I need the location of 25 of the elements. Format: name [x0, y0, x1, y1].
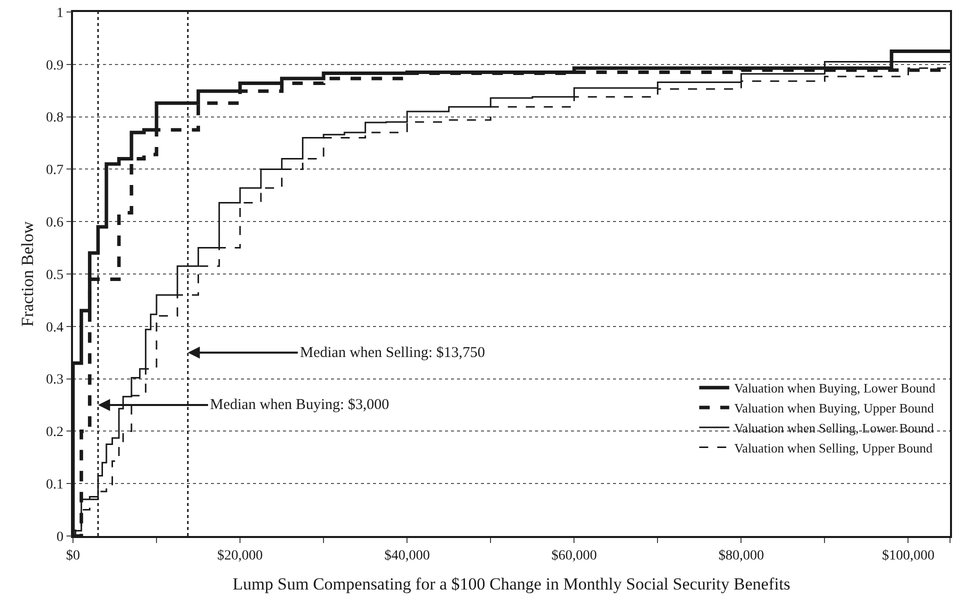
- y-tick-label: 0.5: [46, 268, 64, 283]
- y-tick-label: 0.8: [46, 110, 64, 126]
- annotation: Median when Selling: $13,750: [300, 345, 485, 361]
- annotation: Median when Buying: $3,000: [210, 397, 390, 413]
- y-axis-title: Fraction Below: [18, 220, 37, 327]
- x-tick-label: $20,000: [217, 548, 263, 564]
- x-tick-label: $0: [66, 548, 80, 564]
- legend-label: Valuation when Buying, Upper Bound: [734, 400, 934, 416]
- y-tick-label: 1: [56, 6, 64, 21]
- x-axis-title: Lump Sum Compensating for a $100 Change in Monthly Social Security Benefits: [232, 574, 790, 594]
- y-tick-label: 0.2: [46, 425, 64, 440]
- y-tick-label: 0: [56, 530, 64, 545]
- y-tick-label: 0.1: [46, 478, 64, 492]
- x-tick-label: $80,000: [718, 548, 764, 564]
- legend-label: Valuation when Selling, Upper Bound: [734, 440, 933, 456]
- x-tick-label: $60,000: [551, 548, 597, 564]
- y-tick-label: 0.3: [46, 372, 64, 388]
- y-tick-label: 0.9: [46, 58, 64, 74]
- y-tick-label: 0.4: [46, 320, 64, 336]
- legend-label: Valuation when Buying, Lower Bound: [734, 380, 936, 396]
- y-tick-label: 0.7: [46, 163, 64, 178]
- x-tick-label: $100,000: [882, 548, 934, 564]
- x-tick-label: $40,000: [384, 548, 430, 564]
- legend-label: Valuation when Selling, Lower Bound: [734, 420, 934, 436]
- y-tick-label: 0.6: [46, 216, 64, 230]
